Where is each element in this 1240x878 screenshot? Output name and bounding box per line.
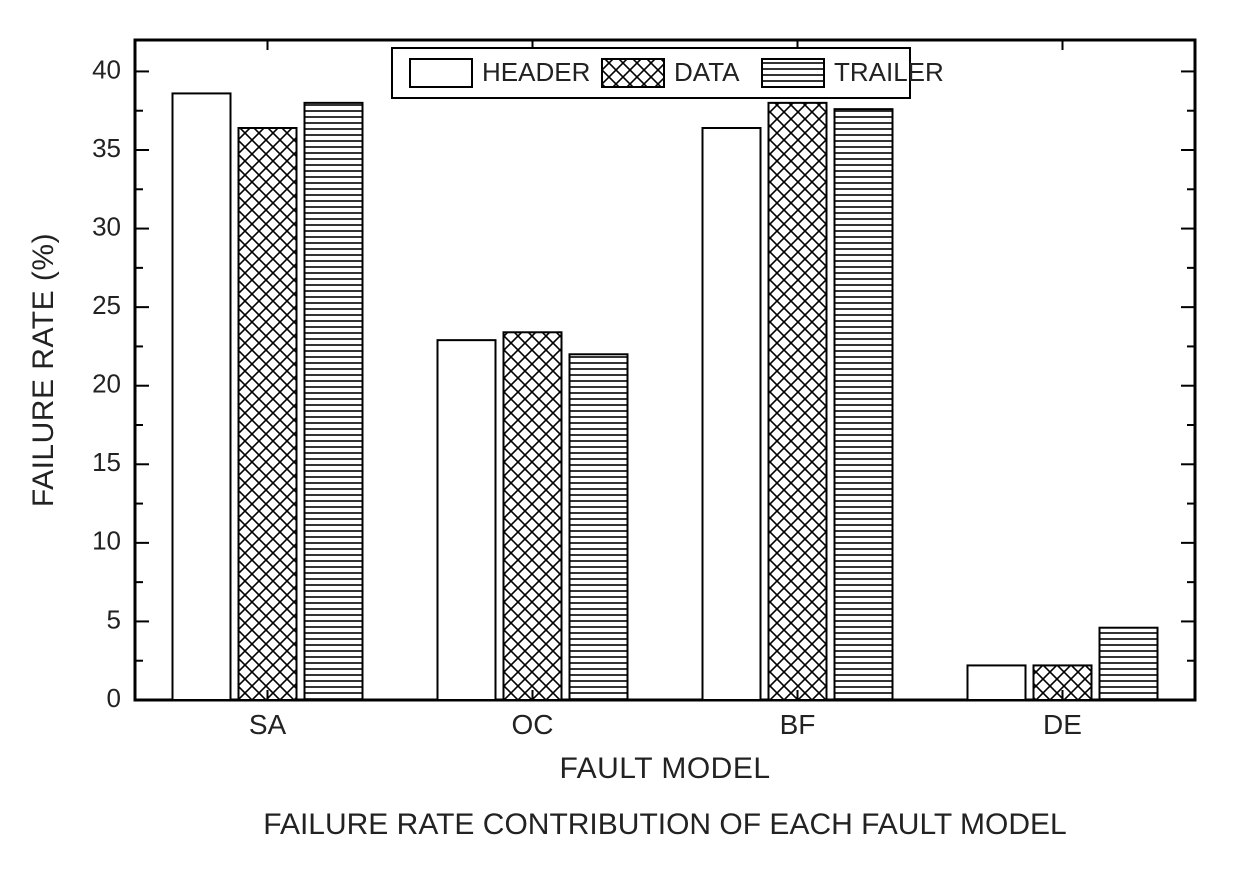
bar — [769, 103, 827, 700]
x-tick-label: BF — [780, 709, 816, 740]
y-tick-label: 35 — [92, 133, 121, 163]
chart-caption: FAILURE RATE CONTRIBUTION OF EACH FAULT … — [263, 808, 1066, 841]
y-tick-label: 20 — [92, 369, 121, 399]
bar — [173, 93, 231, 700]
legend-label: DATA — [674, 57, 740, 87]
x-tick-label: OC — [512, 709, 554, 740]
legend-swatch — [762, 59, 824, 87]
legend-swatch — [602, 59, 664, 87]
legend-swatch — [410, 59, 472, 87]
x-tick-label: DE — [1043, 709, 1082, 740]
bar — [239, 128, 297, 700]
bar — [305, 103, 363, 700]
bar — [835, 109, 893, 700]
y-tick-label: 10 — [92, 526, 121, 556]
legend-label: TRAILER — [834, 57, 944, 87]
x-ticks: SA OC BF DE — [249, 40, 1082, 740]
bar — [968, 665, 1026, 700]
legend: HEADER DATA TRAILER — [392, 48, 944, 98]
y-tick-label: 5 — [107, 604, 121, 634]
bar — [1100, 628, 1158, 700]
bars-group — [173, 93, 1158, 700]
y-tick-label: 25 — [92, 290, 121, 320]
failure-rate-chart: 0 5 10 15 20 25 30 35 40 SA OC BF DE FAILURE RATE (%)… — [0, 0, 1240, 878]
bar — [570, 354, 628, 700]
y-tick-label: 0 — [107, 683, 121, 713]
y-tick-label: 15 — [92, 447, 121, 477]
y-tick-label: 40 — [92, 54, 121, 84]
x-axis-title: FAULT MODEL — [559, 752, 770, 785]
legend-label: HEADER — [482, 57, 590, 87]
bar — [504, 332, 562, 700]
bar — [438, 340, 496, 700]
x-tick-label: SA — [249, 709, 287, 740]
y-axis-title: FAILURE RATE (%) — [27, 233, 60, 507]
bar — [703, 128, 761, 700]
y-tick-label: 30 — [92, 211, 121, 241]
